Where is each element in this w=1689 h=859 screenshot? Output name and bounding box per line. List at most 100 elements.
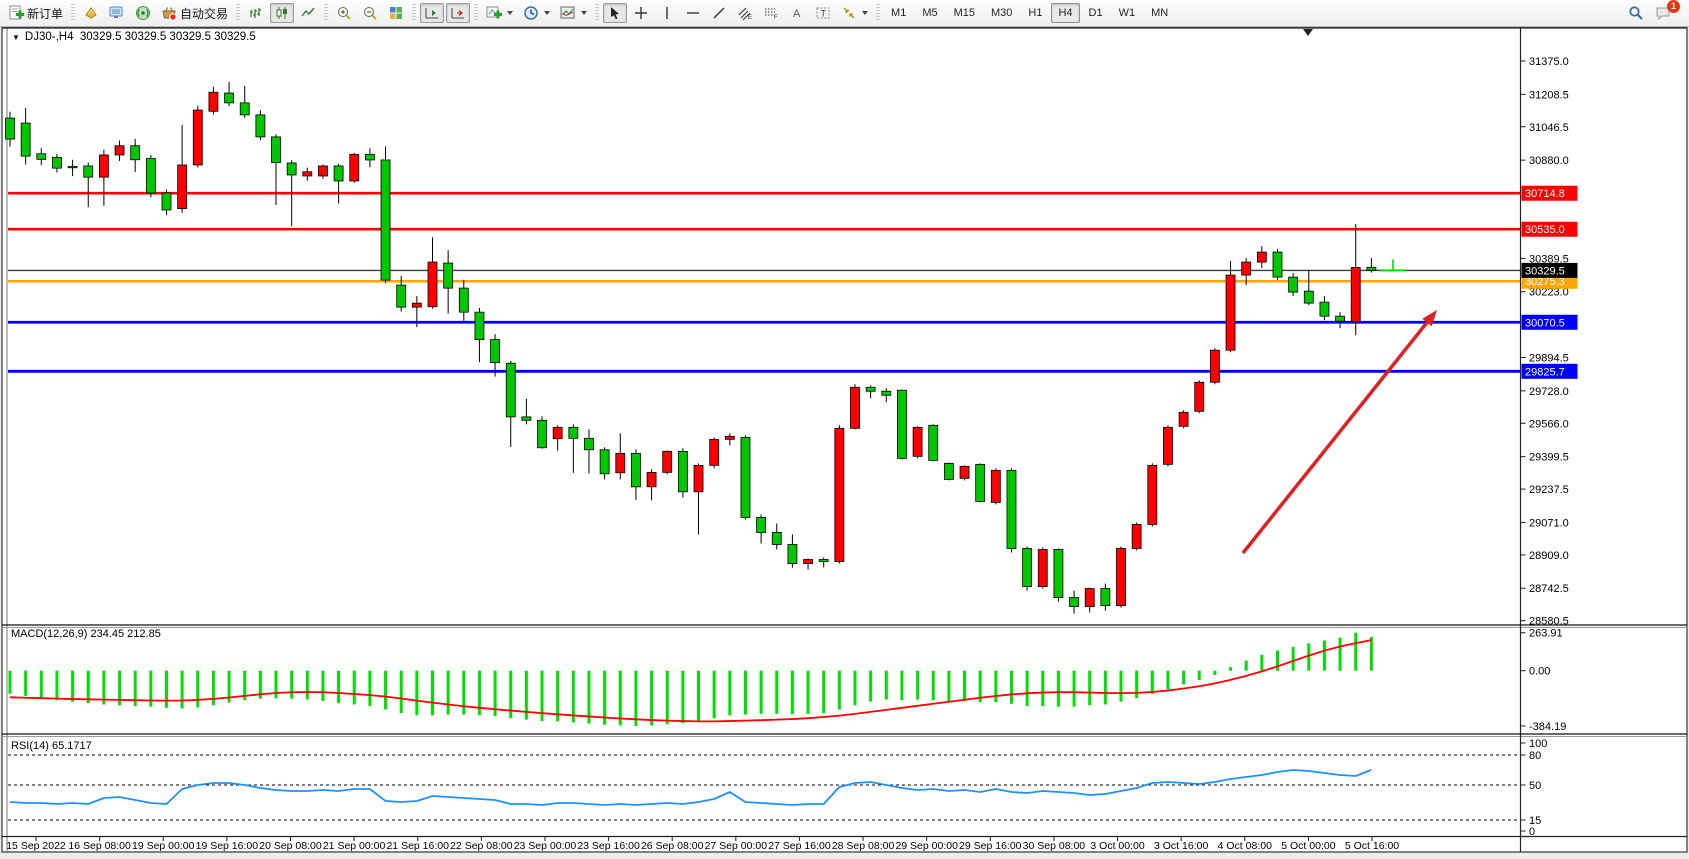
macd-panel-area[interactable] bbox=[8, 628, 1520, 731]
trendline-button[interactable] bbox=[707, 3, 731, 23]
candle-body bbox=[568, 426, 579, 439]
price-tick-label: 29237.5 bbox=[1529, 484, 1569, 496]
candle-body bbox=[897, 389, 907, 459]
price-tag-label: 30275.3 bbox=[1525, 276, 1565, 288]
timeframe-m30[interactable]: M30 bbox=[991, 7, 1013, 19]
zoom-out-button[interactable] bbox=[358, 3, 382, 23]
signal-button[interactable] bbox=[131, 3, 155, 23]
timeframe-d1[interactable]: D1 bbox=[1088, 7, 1103, 19]
candle-body bbox=[724, 435, 735, 440]
autotrading-icon bbox=[162, 7, 177, 21]
candle-body bbox=[474, 311, 485, 340]
svg-text:E: E bbox=[748, 15, 752, 21]
candle-body bbox=[740, 436, 751, 518]
price-tag-label: 30714.8 bbox=[1525, 188, 1565, 200]
horizontal-line-button[interactable] bbox=[681, 3, 705, 23]
time-tick-label: 27 Sep 00:00 bbox=[705, 840, 768, 852]
new-order-button[interactable]: 新订单 bbox=[4, 3, 67, 23]
macd-tick-label: 263.91 bbox=[1529, 628, 1563, 640]
fibonacci-button[interactable]: F bbox=[759, 3, 783, 23]
notifications-button[interactable]: 1 bbox=[1651, 0, 1680, 23]
candle-body bbox=[646, 471, 657, 488]
signal-icon bbox=[136, 6, 151, 20]
candle-body bbox=[427, 261, 438, 308]
candle-body bbox=[1131, 524, 1142, 549]
candle-body bbox=[1319, 301, 1330, 317]
candlestick-chart-button[interactable] bbox=[270, 3, 295, 23]
price-axis-drag-area[interactable] bbox=[1521, 27, 1689, 836]
time-tick-label: 15 Sep 2022 bbox=[6, 840, 66, 852]
timeframe-m15[interactable]: M15 bbox=[953, 7, 975, 19]
terminal-button[interactable] bbox=[105, 3, 129, 23]
price-tick-label: 31208.5 bbox=[1529, 89, 1569, 101]
time-tick-label: 3 Oct 16:00 bbox=[1154, 840, 1208, 852]
price-tick-label: 29728.0 bbox=[1529, 386, 1569, 398]
candle-body bbox=[677, 450, 688, 493]
svg-text:T: T bbox=[821, 9, 827, 19]
rsi-panel-area[interactable] bbox=[8, 737, 1520, 836]
candle-body bbox=[365, 153, 375, 161]
timeframe-h1[interactable]: H1 bbox=[1028, 7, 1043, 19]
new-order-icon bbox=[9, 5, 24, 20]
template-button[interactable] bbox=[556, 3, 591, 23]
candle-body bbox=[537, 419, 547, 449]
cursor-icon bbox=[611, 7, 620, 20]
price-tag bbox=[1521, 185, 1578, 201]
candle-body bbox=[1303, 290, 1314, 304]
svg-text:F: F bbox=[774, 15, 778, 21]
candle-body bbox=[771, 532, 782, 545]
candle-body bbox=[881, 390, 892, 396]
text-label-button[interactable]: T bbox=[811, 3, 835, 23]
arrows-button[interactable] bbox=[837, 3, 872, 23]
zoom-in-button[interactable] bbox=[332, 3, 356, 23]
period-button[interactable] bbox=[519, 3, 554, 23]
crosshair-button[interactable] bbox=[629, 3, 653, 23]
autotrading-button[interactable]: 自动交易 bbox=[157, 3, 232, 23]
line-chart-button[interactable] bbox=[296, 3, 320, 23]
text-icon: A bbox=[793, 8, 801, 20]
toolbar-grip bbox=[236, 4, 241, 22]
autoscroll-button[interactable] bbox=[420, 3, 445, 23]
candle-body bbox=[83, 165, 94, 178]
trend-arrow-line[interactable] bbox=[1241, 316, 1433, 555]
candle-body bbox=[1335, 315, 1345, 322]
timeframe-m5[interactable]: M5 bbox=[922, 7, 938, 19]
gold-tool-button[interactable] bbox=[79, 3, 103, 23]
price-tag-label: 30070.5 bbox=[1525, 317, 1565, 329]
candle-body bbox=[850, 386, 860, 429]
tile-windows-button[interactable] bbox=[384, 3, 408, 23]
timeframe-m1[interactable]: M1 bbox=[891, 7, 907, 19]
channel-button[interactable]: E bbox=[733, 3, 757, 23]
chart-shift-button[interactable] bbox=[446, 3, 471, 23]
add-indicator-button[interactable] bbox=[482, 3, 517, 23]
candle-body bbox=[271, 136, 281, 163]
text-button[interactable]: A bbox=[785, 3, 809, 23]
timeframe-w1[interactable]: W1 bbox=[1118, 7, 1136, 19]
timeframe-mn[interactable]: MN bbox=[1151, 7, 1169, 19]
cursor-button[interactable] bbox=[603, 3, 628, 23]
candle-body bbox=[1350, 267, 1361, 323]
chart-shift-marker[interactable] bbox=[1303, 29, 1313, 36]
price-tick-label: 29566.0 bbox=[1529, 418, 1569, 430]
zoom-out-icon bbox=[364, 7, 377, 20]
candle-body bbox=[333, 165, 344, 182]
rsi-tick-label: 0 bbox=[1529, 826, 1535, 838]
time-axis-drag-area[interactable] bbox=[2, 837, 1687, 852]
candle-body bbox=[1194, 381, 1205, 412]
chart-plot-area[interactable] bbox=[8, 29, 1520, 625]
chart-title-dropdown-icon[interactable]: ▼ bbox=[12, 33, 20, 42]
vertical-line-icon bbox=[666, 7, 668, 19]
candle-body bbox=[286, 162, 297, 176]
search-button[interactable] bbox=[1624, 3, 1648, 23]
bar-chart-button[interactable] bbox=[244, 3, 268, 23]
fibonacci-icon: F bbox=[765, 8, 778, 21]
candle-body bbox=[1366, 266, 1377, 271]
candle-body bbox=[114, 145, 125, 156]
price-tick-label: 31375.0 bbox=[1529, 56, 1569, 68]
price-tick-label: 28742.5 bbox=[1529, 583, 1569, 595]
tile-windows-icon bbox=[390, 7, 403, 19]
time-tick-label: 20 Sep 08:00 bbox=[259, 840, 322, 852]
timeframe-h4[interactable]: H4 bbox=[1051, 3, 1080, 23]
vertical-line-button[interactable] bbox=[655, 3, 679, 23]
